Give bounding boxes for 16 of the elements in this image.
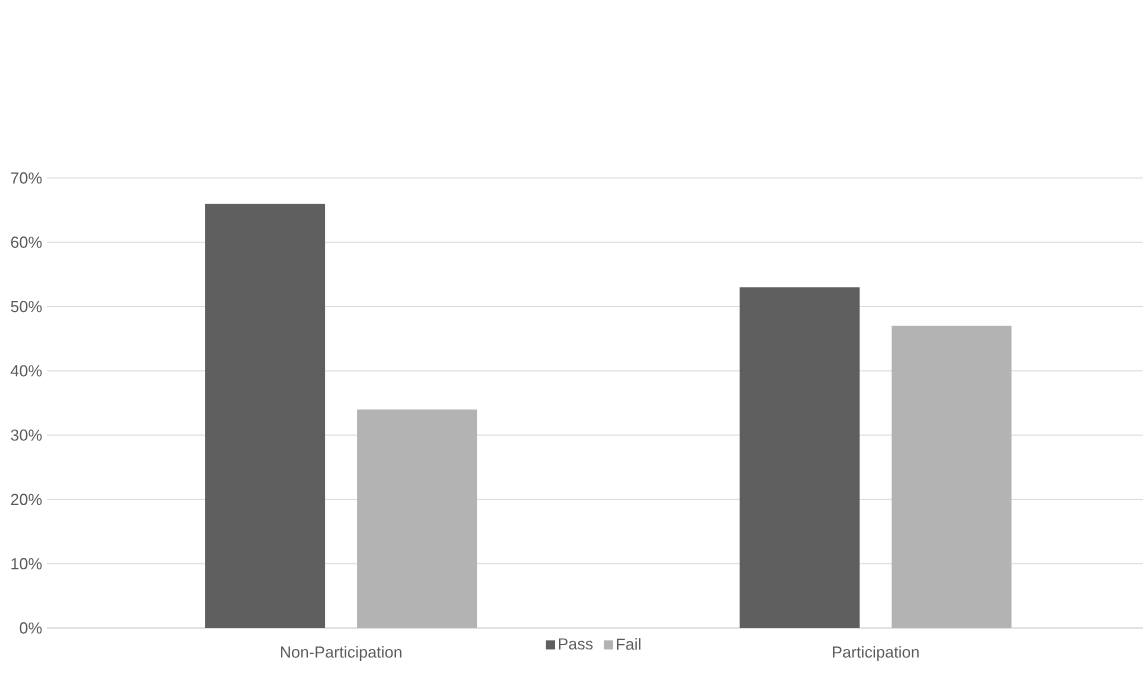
x-tick-label: Participation (832, 646, 919, 661)
legend-label: Pass (558, 638, 593, 650)
y-tick-label: 30% (10, 429, 42, 441)
y-tick-label: 40% (10, 365, 42, 377)
y-tick-label: 60% (11, 236, 42, 248)
x-tick-label: Non-Participation (281, 646, 402, 661)
legend-label: Fail (616, 638, 641, 650)
bar (739, 287, 860, 628)
y-tick-label: 20% (11, 493, 42, 506)
y-tick-label: 50% (10, 300, 42, 313)
bar (891, 325, 1012, 628)
bar (205, 203, 326, 628)
y-tick-label: 0% (19, 622, 42, 634)
bar (357, 409, 478, 628)
y-tick-label: 70% (11, 172, 42, 184)
y-tick-label: 10% (11, 558, 42, 570)
